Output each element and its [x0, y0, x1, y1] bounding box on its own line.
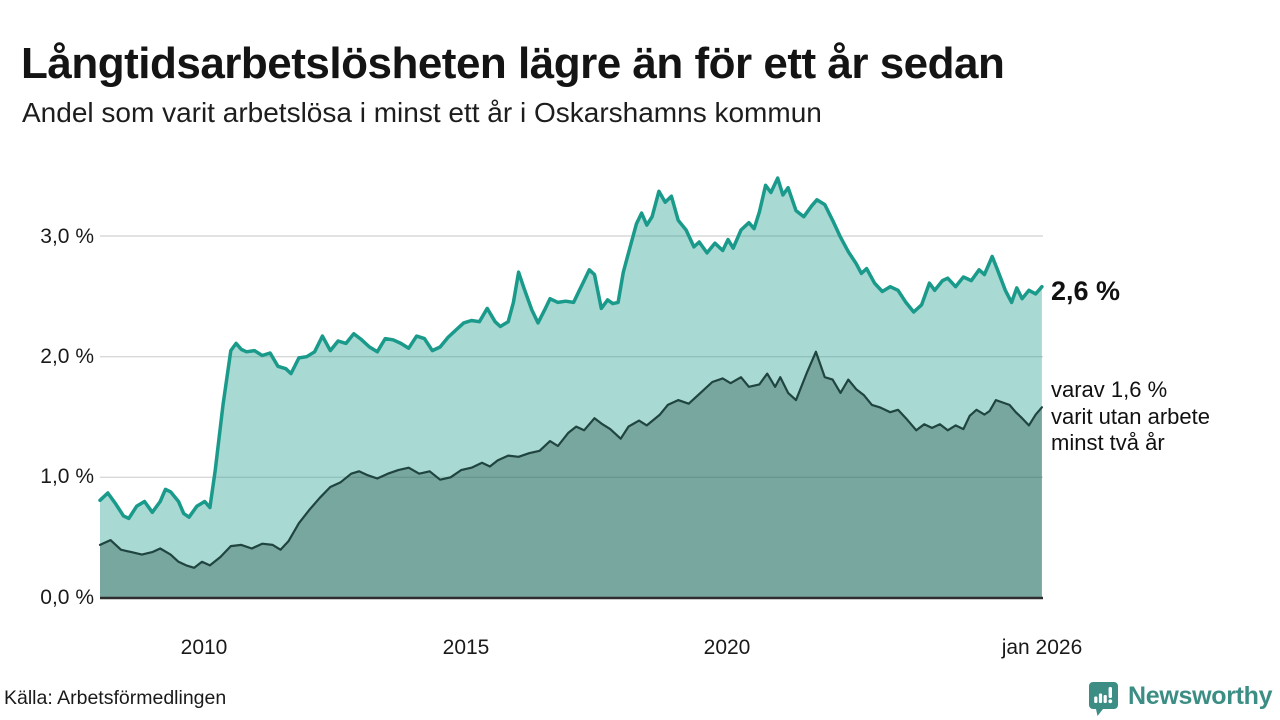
area-minst-tva-ar: [100, 351, 1042, 598]
y-tick-label-3: 3,0 %: [40, 225, 94, 248]
secondary-series-annotation: varav 1,6 % varit utan arbete minst två …: [1051, 377, 1210, 455]
newsworthy-wordmark: Newsworthy: [1128, 682, 1273, 710]
page-title: Långtidsarbetslösheten lägre än för ett …: [21, 39, 1005, 89]
source-label: Källa: Arbetsförmedlingen: [4, 687, 227, 709]
newsworthy-logo: Newsworthy: [1088, 681, 1273, 717]
area-minst-ett-ar: [100, 178, 1042, 598]
y-tick-label-1: 1,0 %: [40, 465, 94, 488]
latest-value-annotation: 2,6 %: [1051, 276, 1121, 306]
x-tick-label-2020: 2020: [703, 636, 751, 659]
line-minst-ett-ar: [98, 176, 1044, 521]
bar-chart-speech-bubble-icon: [1089, 682, 1118, 716]
line-minst-tva-ar: [98, 350, 1044, 569]
x-tick-label-2010: 2010: [180, 636, 228, 659]
y-tick-label-0: 0,0 %: [40, 586, 94, 609]
gridlines: [100, 235, 1043, 479]
y-tick-label-2: 2,0 %: [40, 345, 94, 368]
chart-subtitle: Andel som varit arbetslösa i minst ett å…: [22, 97, 822, 128]
x-tick-label-jan-2026: jan 2026: [1001, 636, 1083, 659]
x-tick-label-2015: 2015: [442, 636, 490, 659]
